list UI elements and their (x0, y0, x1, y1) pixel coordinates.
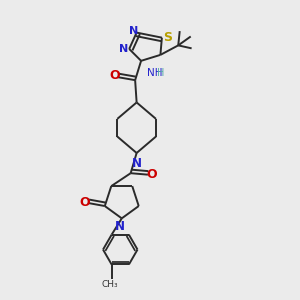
Text: N: N (119, 44, 128, 54)
Text: H: H (158, 68, 165, 78)
Text: N: N (132, 157, 142, 169)
Text: CH₃: CH₃ (102, 280, 119, 289)
Text: N: N (115, 220, 125, 233)
Text: O: O (109, 70, 120, 83)
Text: NH: NH (147, 68, 163, 78)
Text: O: O (79, 196, 90, 209)
Text: S: S (163, 31, 172, 44)
Text: O: O (147, 168, 158, 181)
Text: N: N (129, 26, 138, 36)
